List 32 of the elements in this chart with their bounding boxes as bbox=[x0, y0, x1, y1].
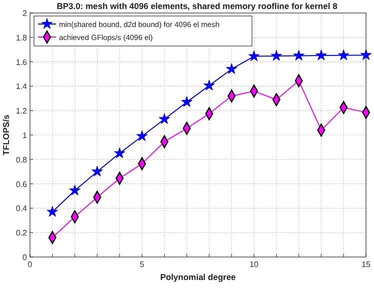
point bbox=[248, 50, 260, 62]
point bbox=[114, 147, 126, 158]
x-tick-label: 15 bbox=[362, 260, 371, 269]
y-tick-label: 1.8 bbox=[16, 33, 28, 42]
point bbox=[92, 166, 103, 176]
y-tick-label: 0 bbox=[22, 253, 28, 262]
y-axis-title: TFLOPS/s bbox=[1, 114, 11, 156]
point bbox=[158, 113, 170, 124]
x-tick-label: 5 bbox=[140, 260, 145, 269]
point bbox=[338, 49, 350, 60]
point bbox=[226, 63, 238, 74]
point bbox=[136, 130, 148, 142]
y-tick-label: 0.2 bbox=[16, 228, 28, 238]
point bbox=[270, 50, 282, 61]
x-tick-label: 10 bbox=[250, 260, 259, 269]
point bbox=[360, 49, 372, 60]
x-axis-title: Polynomial degree bbox=[160, 272, 236, 282]
y-tick-label: 1 bbox=[22, 131, 28, 140]
point bbox=[69, 184, 80, 196]
y-tick-label: 0.6 bbox=[16, 180, 28, 189]
chart-title: BP3.0: mesh with 4096 elements, shared memory roofline for kernel 8 bbox=[56, 1, 338, 11]
y-tick-label: 1.2 bbox=[16, 106, 28, 116]
y-tick-label: 0.4 bbox=[16, 204, 28, 214]
y-tick-label: 1.4 bbox=[16, 82, 28, 92]
y-tick-label: 1.6 bbox=[16, 58, 28, 67]
point bbox=[46, 206, 58, 217]
y-tick-label: 0.8 bbox=[16, 155, 28, 164]
point bbox=[293, 50, 304, 61]
point bbox=[181, 96, 192, 107]
point bbox=[204, 80, 215, 90]
point bbox=[316, 50, 327, 60]
y-tick-label: 2 bbox=[22, 9, 28, 18]
